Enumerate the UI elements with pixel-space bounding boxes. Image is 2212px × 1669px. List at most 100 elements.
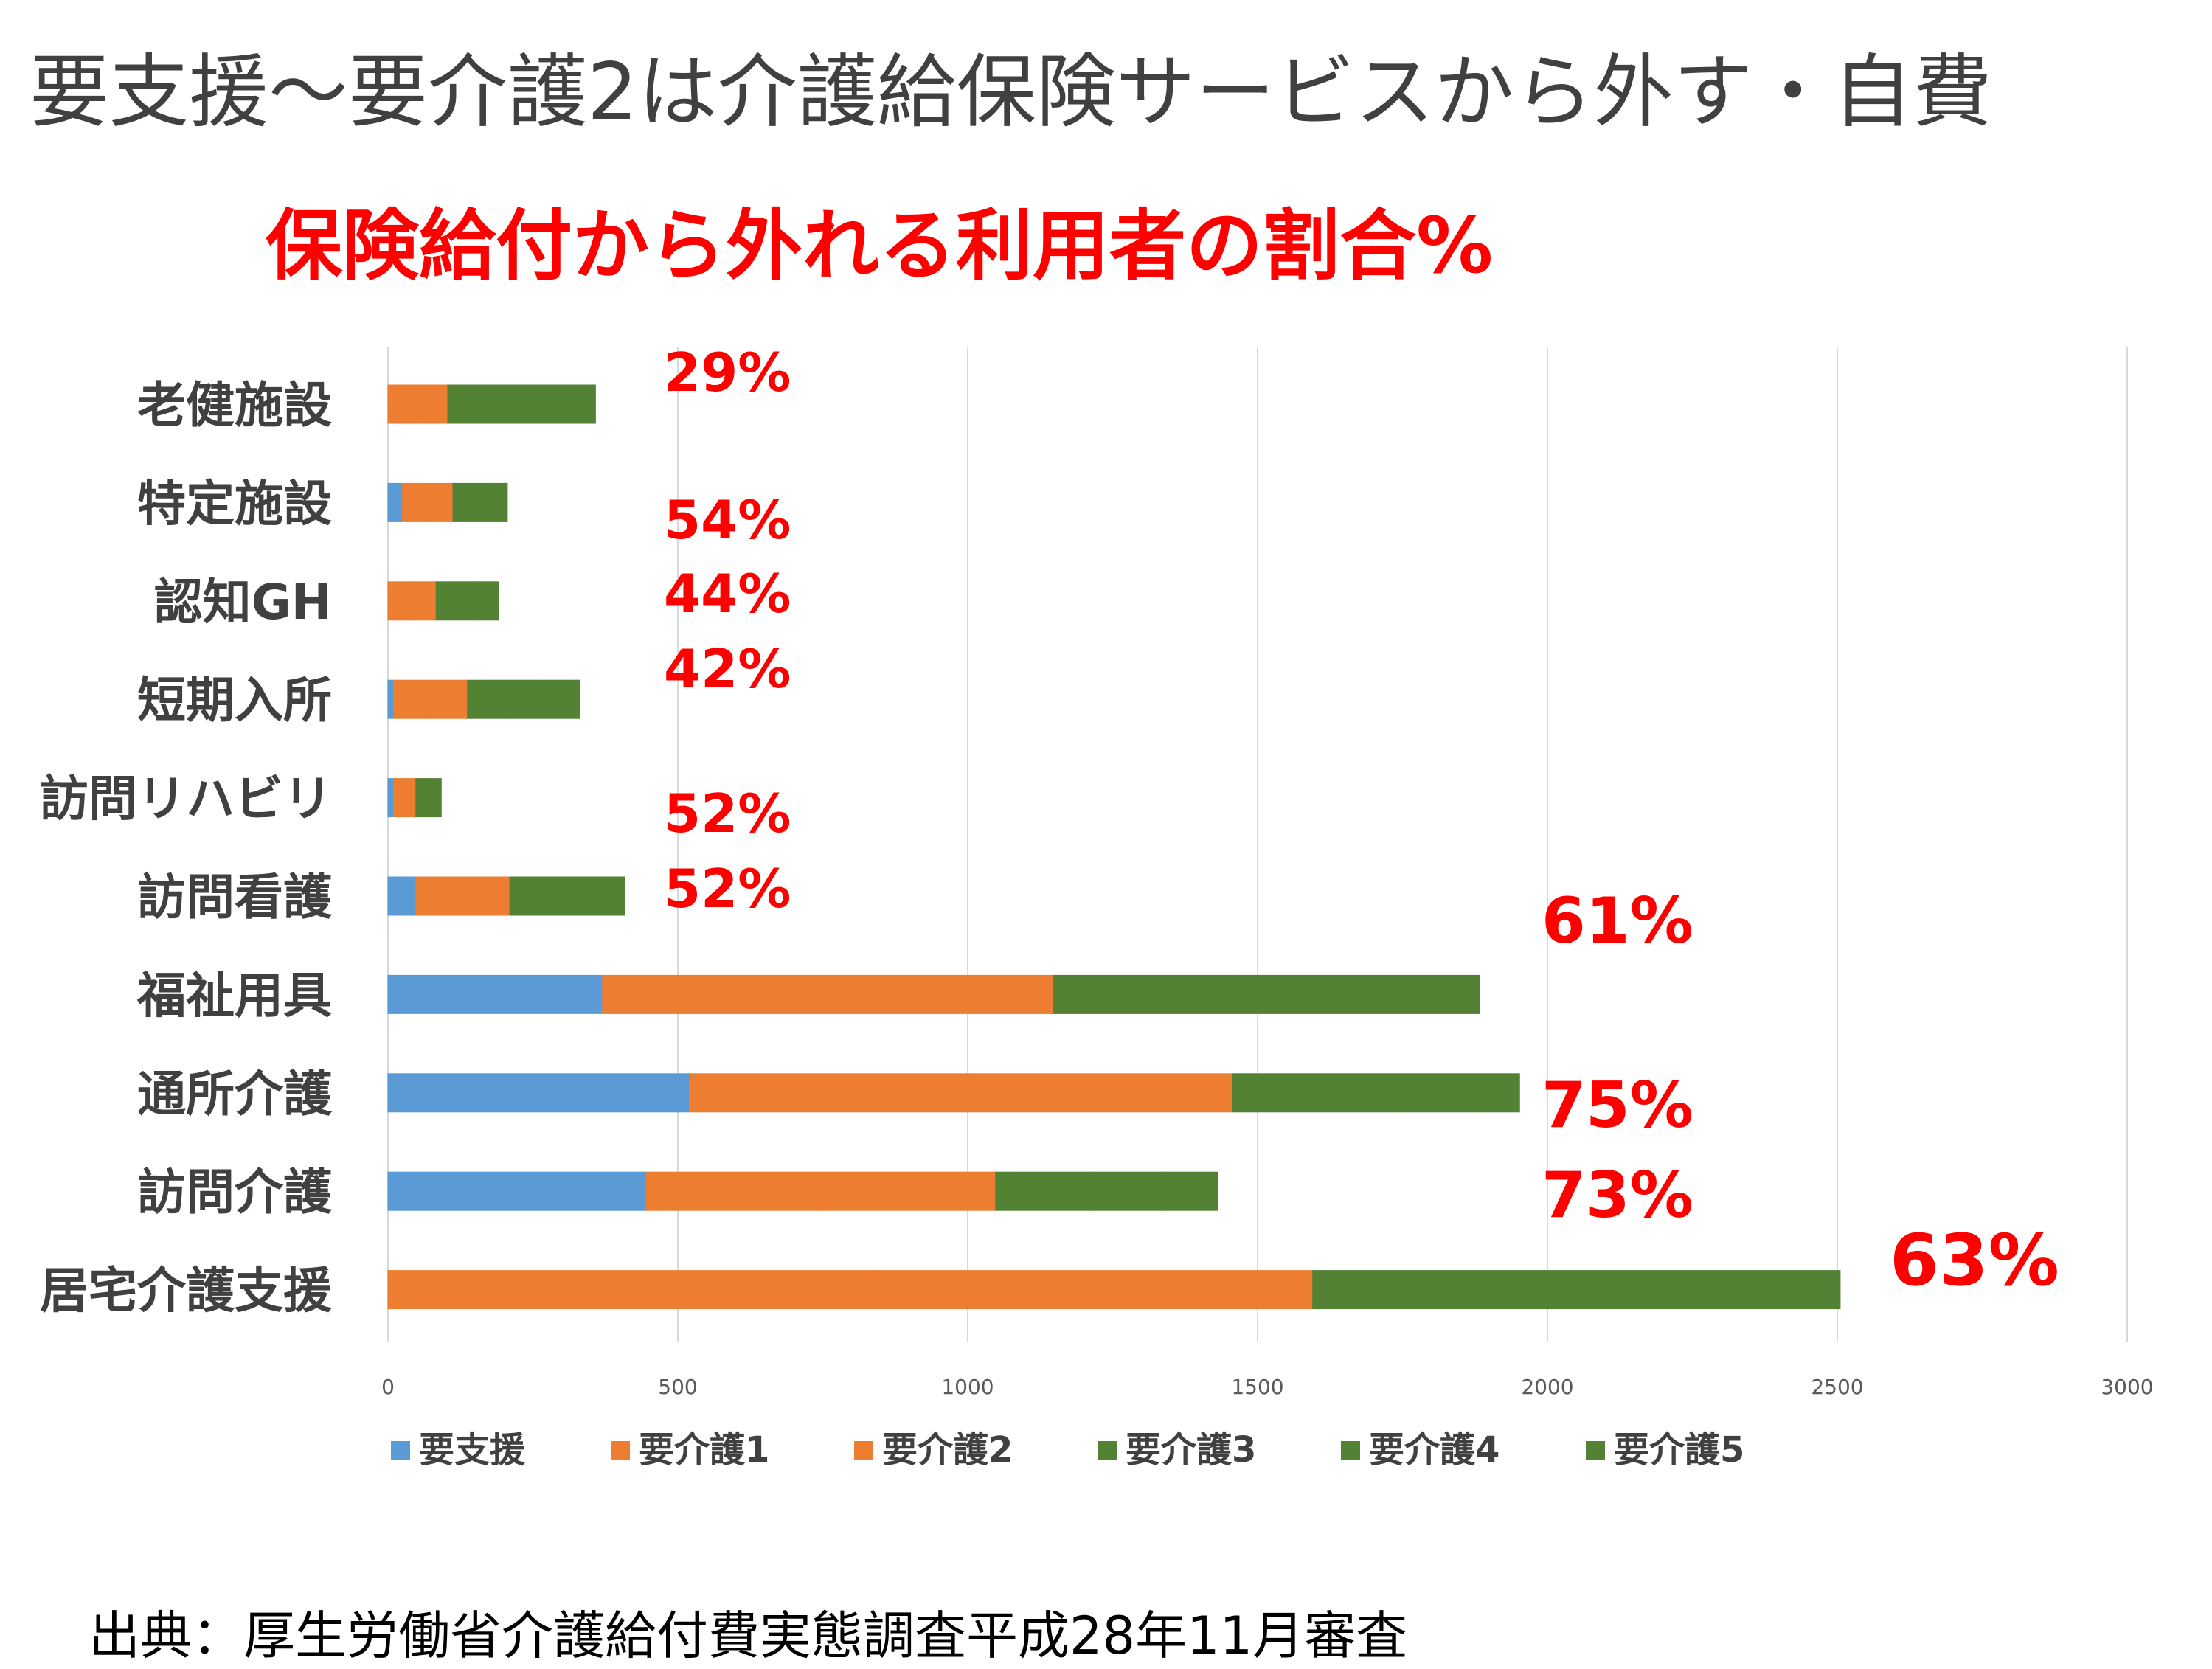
bar-segment — [1093, 1171, 1168, 1211]
bar-segment — [452, 482, 482, 522]
x-tick-label: 1500 — [1231, 1375, 1283, 1399]
percent-annotation: 61% — [1542, 884, 1693, 958]
bar-segment — [387, 581, 415, 621]
legend-swatch — [391, 1441, 410, 1460]
percent-annotation: 42% — [664, 638, 791, 700]
bar-segment — [481, 482, 496, 522]
bar-segment — [645, 1171, 824, 1211]
percent-annotation: 75% — [1542, 1069, 1693, 1142]
legend-swatch — [1586, 1441, 1605, 1460]
bar-segment — [543, 679, 580, 719]
bar-segment — [426, 778, 435, 818]
category-label: 特定施設 — [137, 475, 332, 532]
bar-segment — [828, 974, 1054, 1014]
x-tick-label: 3000 — [2101, 1375, 2153, 1399]
bar-segment — [402, 482, 429, 522]
category-label: 居宅介護支援 — [40, 1263, 333, 1319]
bar-segment — [494, 482, 508, 522]
bar-segment — [465, 581, 480, 621]
bar-segment — [393, 778, 406, 818]
bar-segment — [431, 679, 468, 719]
bar-segment — [387, 679, 395, 719]
bar-segment — [1475, 1073, 1520, 1113]
bar-segment — [494, 384, 539, 424]
category-label: 訪問リハビリ — [40, 771, 332, 827]
bar-segment — [387, 974, 603, 1014]
bar-segment — [387, 778, 395, 818]
bar-segment — [479, 581, 499, 621]
bar-segment — [995, 1171, 1095, 1211]
legend: 要支援 要介護1 要介護2 要介護3 要介護4 要介護5 — [391, 1429, 1744, 1471]
bar-segment — [1312, 1270, 1569, 1310]
legend-label: 要介護4 — [1369, 1429, 1499, 1471]
bar-segment — [428, 482, 454, 522]
bar-segment — [509, 876, 560, 916]
bar-segment — [434, 778, 442, 818]
percent-annotation: 54% — [664, 489, 791, 551]
category-label: 訪問介護 — [137, 1164, 333, 1221]
bar-segment — [387, 482, 403, 522]
percent-annotation: 52% — [664, 858, 791, 920]
bar-segment — [415, 778, 428, 818]
bar-segment — [538, 384, 596, 424]
legend-label: 要支援 — [419, 1429, 526, 1471]
category-label: 福祉用具 — [136, 967, 332, 1024]
x-tick-labels: 0 500 1000 1500 2000 2500 3000 — [381, 1375, 2154, 1399]
legend-swatch — [854, 1441, 873, 1460]
bar-segment — [387, 1073, 690, 1113]
x-tick-label: 2500 — [1811, 1375, 1863, 1399]
category-label: 訪問看護 — [137, 869, 333, 926]
percent-annotation: 29% — [664, 341, 791, 403]
x-tick-label: 0 — [381, 1375, 395, 1399]
bar-segment — [419, 384, 448, 424]
category-label: 老健施設 — [137, 377, 332, 434]
bar-segment — [1567, 1270, 1736, 1310]
bar-segment — [822, 1171, 996, 1211]
bar-segment — [447, 384, 496, 424]
bar-segment — [689, 1073, 971, 1113]
chart-title: 保険給付から外れる利用者の割合% — [266, 201, 1494, 291]
percent-annotation: 73% — [1542, 1159, 1693, 1232]
percent-annotation: 52% — [664, 783, 791, 844]
x-tick-label: 1000 — [941, 1375, 994, 1399]
category-label: 通所介護 — [137, 1066, 333, 1123]
bar-segment — [413, 581, 437, 621]
bar-segment — [405, 778, 417, 818]
x-tick-label: 500 — [658, 1375, 697, 1399]
bar-segment — [558, 876, 597, 916]
bar-segment — [1166, 1171, 1218, 1211]
bar-segment — [1735, 1270, 1841, 1310]
bar-segment — [415, 876, 463, 916]
percent-annotation: 44% — [664, 563, 791, 625]
legend-label: 要介護1 — [639, 1429, 769, 1471]
bar-segment — [462, 876, 510, 916]
slide-title: 要支援～要介護2は介護給保険サービスから外す・自費 — [30, 46, 1992, 139]
legend-swatch — [1098, 1441, 1117, 1460]
bar-segment — [1380, 974, 1480, 1014]
category-label: 認知GH — [154, 574, 332, 631]
bar-layer — [387, 384, 1841, 1310]
source-note: 出典：厚生労働省介護給付費実態調査平成28年11月審査 — [89, 1606, 1408, 1666]
bar-segment — [467, 679, 507, 719]
bar-segment — [393, 679, 432, 719]
percent-annotation: 63% — [1890, 1219, 2059, 1302]
percent-annotations: 29% 54% 44% 42% 52% 52% 61% 75% 73% 63% — [664, 341, 2059, 1302]
bar-segment — [1238, 974, 1381, 1014]
bar-segment — [1053, 974, 1240, 1014]
legend-swatch — [1341, 1441, 1360, 1460]
bar-segment — [596, 876, 625, 916]
bar-segment — [1232, 1073, 1393, 1113]
bar-segment — [387, 384, 420, 424]
bar-segment — [387, 876, 417, 916]
bar-segment — [1391, 1073, 1477, 1113]
legend-label: 要介護2 — [882, 1429, 1013, 1471]
x-tick-label: 2000 — [1521, 1375, 1573, 1399]
bar-segment — [505, 679, 544, 719]
bar-segment — [602, 974, 829, 1014]
bar-segment — [387, 1270, 873, 1310]
bar-segment — [435, 581, 466, 621]
category-label: 短期入所 — [137, 672, 332, 729]
bar-segment — [970, 1073, 1233, 1113]
